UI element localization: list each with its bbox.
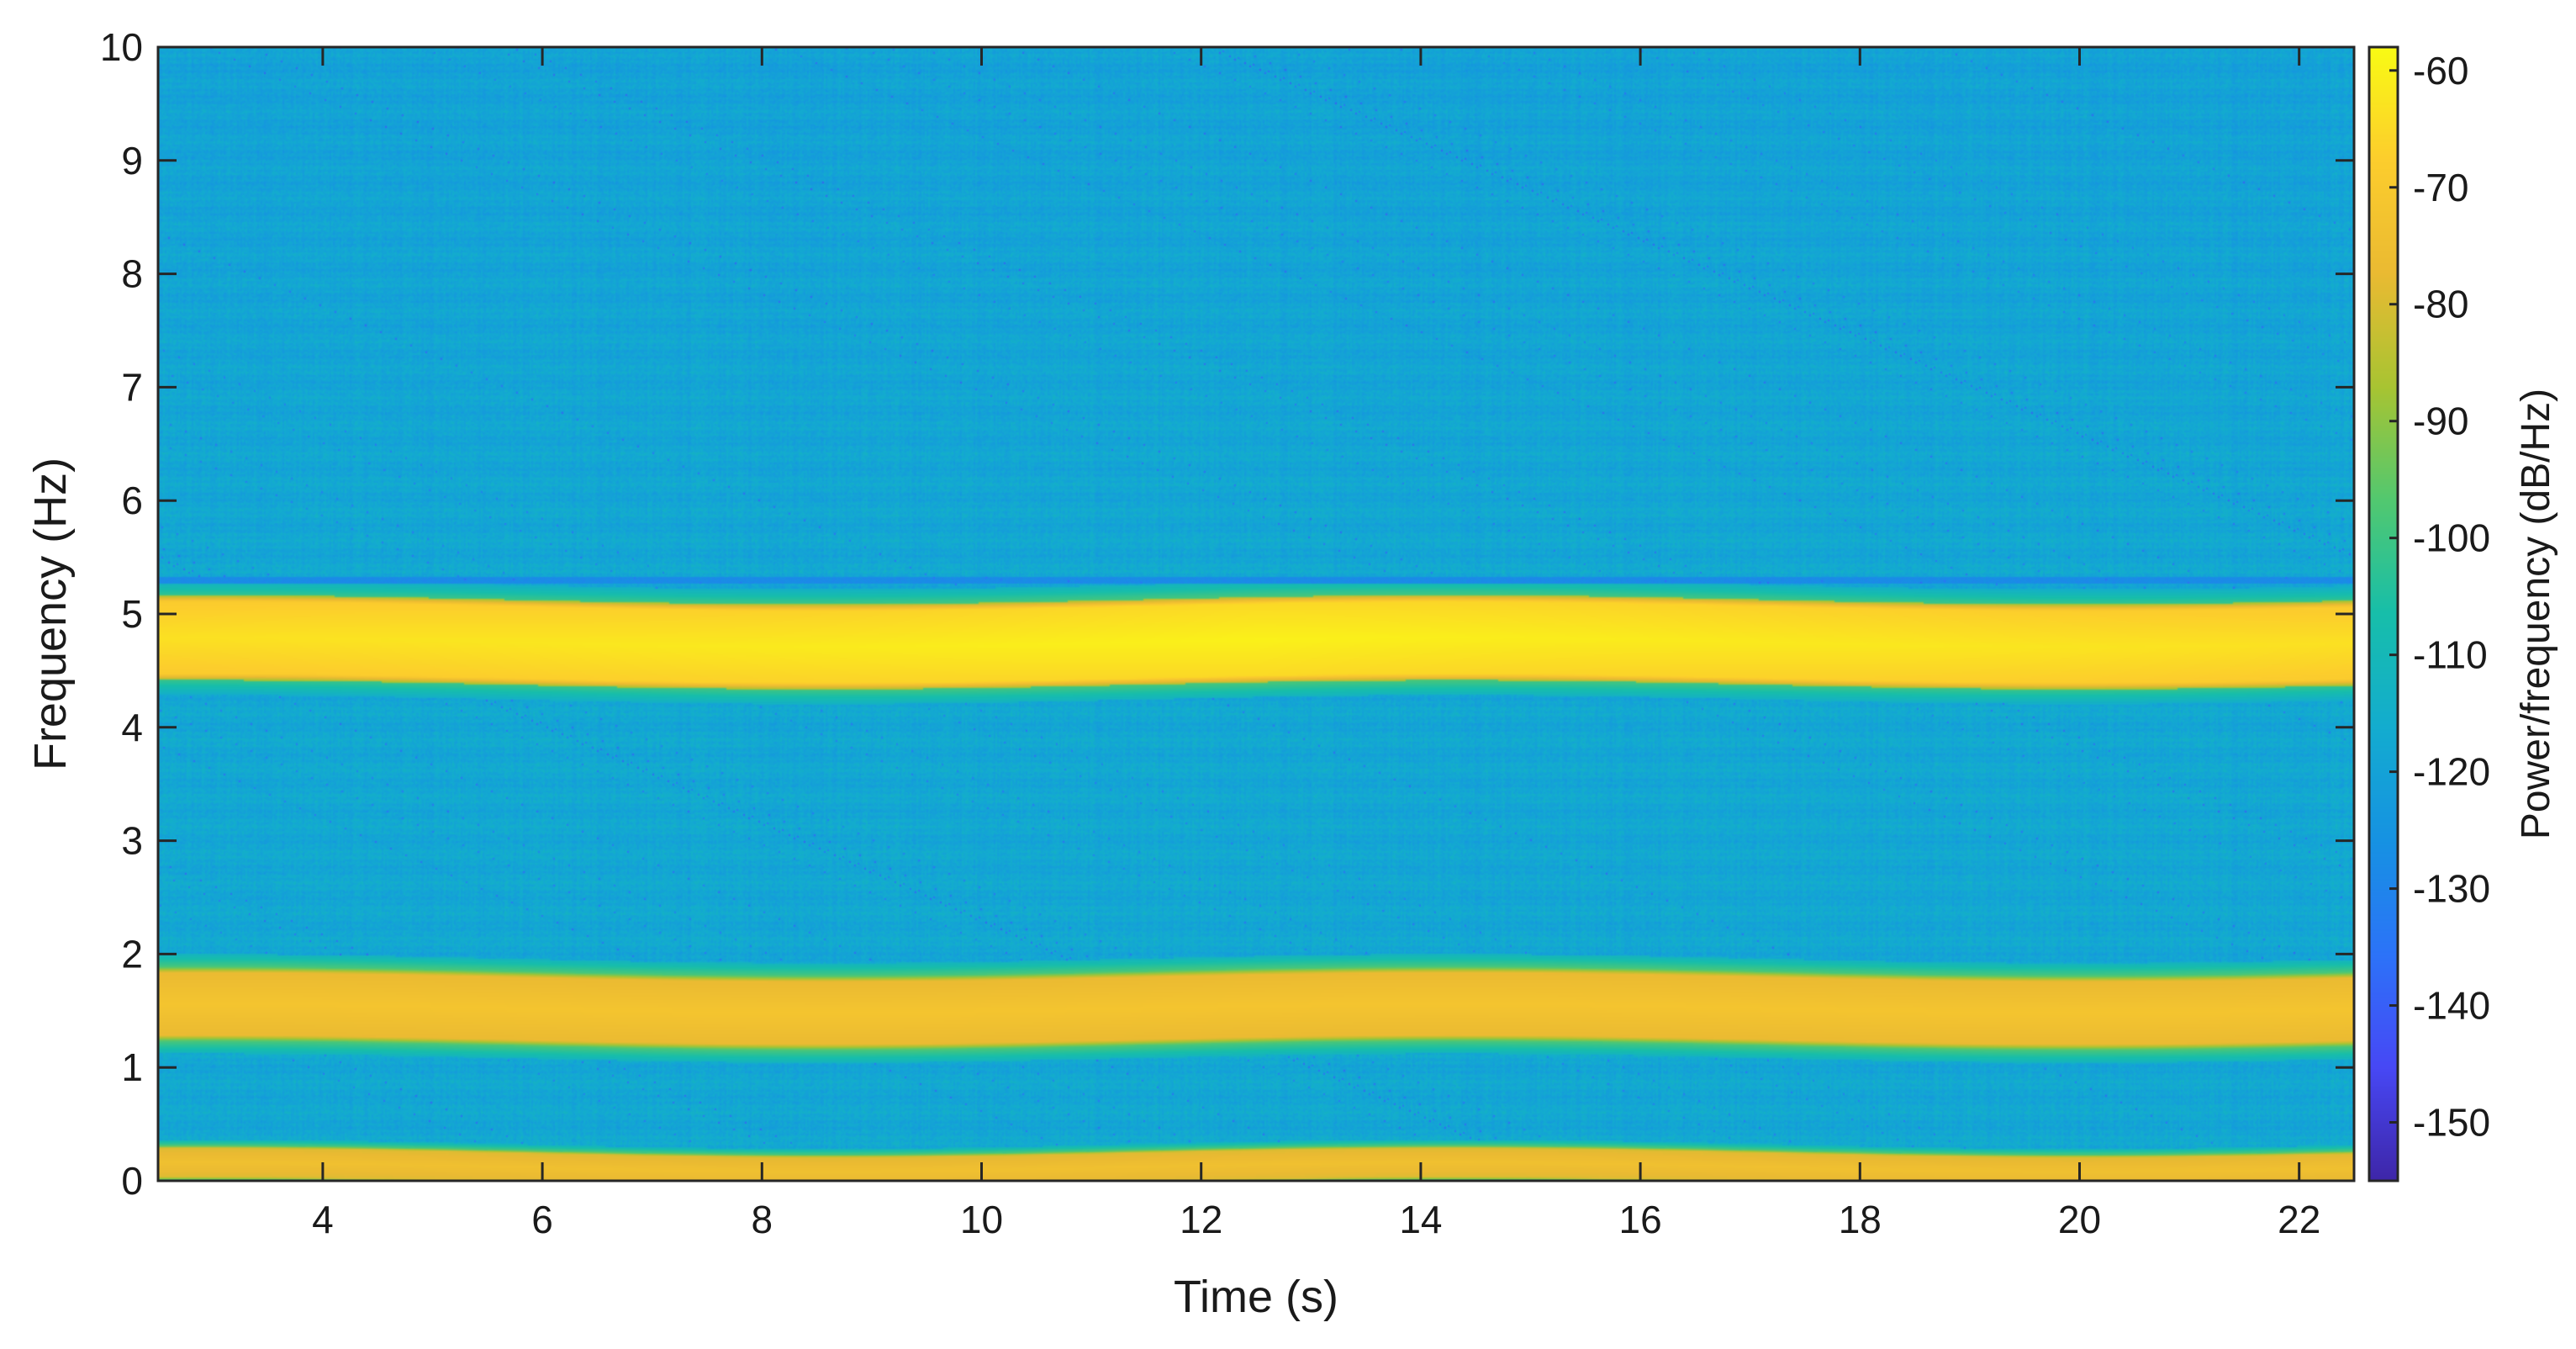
colorbar-gradient: [2369, 47, 2398, 1181]
x-axis-label: Time (s): [1174, 1272, 1338, 1322]
y-tick-label: 2: [121, 932, 143, 976]
y-tick-label: 4: [121, 706, 143, 749]
colorbar-tick-label: -110: [2413, 633, 2488, 677]
colorbar-tick-label: -70: [2413, 166, 2468, 209]
x-tick-label: 6: [531, 1198, 553, 1241]
y-axis-ticks: 0 1 2 3 4 5 6 7 8 9 10: [100, 25, 2354, 1203]
plot-frame: [156, 45, 2356, 1182]
colorbar-tick-label: -90: [2413, 399, 2468, 443]
x-tick-label: 16: [1619, 1198, 1662, 1241]
colorbar-ticks: -60 -70 -80 -90 -100 -110 -120 -130 -140 -150: [2389, 49, 2490, 1145]
x-tick-label: 12: [1180, 1198, 1222, 1241]
y-tick-label: 10: [100, 25, 143, 69]
colorbar-tick-label: -80: [2413, 283, 2468, 326]
x-tick-label: 14: [1399, 1198, 1442, 1241]
x-axis-ticks: 4 6 8 10 12 14 16 18 20 22: [312, 47, 2320, 1241]
y-tick-label: 5: [121, 592, 143, 636]
x-tick-label: 8: [752, 1198, 773, 1241]
y-tick-label: 9: [121, 139, 143, 183]
x-tick-label: 20: [2058, 1198, 2101, 1241]
x-tick-label: 18: [1839, 1198, 1882, 1241]
colorbar-frame: [2367, 45, 2399, 1182]
colorbar-tick-label: -150: [2413, 1101, 2490, 1145]
colorbar-tick-label: -120: [2413, 750, 2490, 794]
y-tick-label: 6: [121, 479, 143, 522]
y-tick-label: 7: [121, 365, 143, 409]
y-tick-label: 0: [121, 1159, 143, 1203]
y-axis-label: Frequency (Hz): [25, 458, 76, 770]
x-tick-label: 22: [2278, 1198, 2320, 1241]
colorbar-tick-label: -130: [2413, 867, 2490, 911]
y-tick-label: 8: [121, 252, 143, 296]
colorbar-label: Power/frequency (dB/Hz): [2514, 389, 2558, 839]
colorbar-tick-label: -140: [2413, 984, 2490, 1028]
colorbar-tick-label: -60: [2413, 49, 2468, 93]
x-tick-label: 4: [312, 1198, 334, 1241]
y-tick-label: 3: [121, 819, 143, 863]
x-tick-label: 10: [960, 1198, 1003, 1241]
spectrogram-image: [158, 47, 2354, 1181]
y-tick-label: 1: [121, 1045, 143, 1089]
colorbar-tick-label: -100: [2413, 516, 2490, 560]
